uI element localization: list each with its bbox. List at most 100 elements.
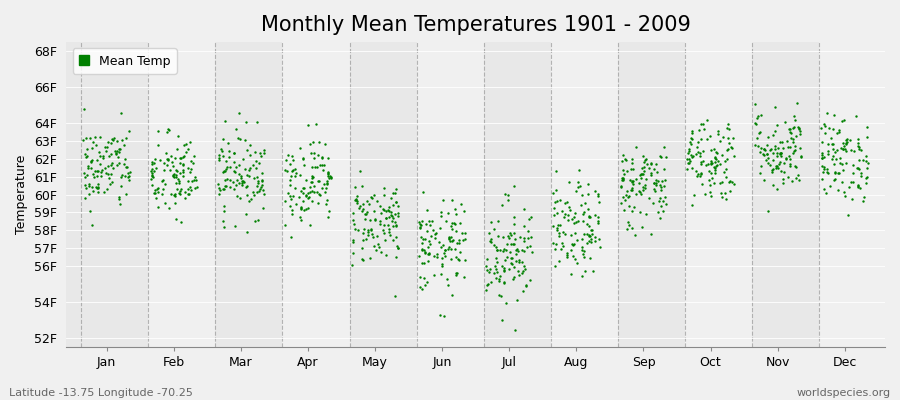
Bar <box>618 42 685 347</box>
Point <box>292 194 306 200</box>
Point <box>616 206 631 213</box>
Point <box>417 275 431 282</box>
Point <box>87 167 102 174</box>
Point <box>120 164 134 171</box>
Point <box>622 222 636 228</box>
Point <box>717 190 732 196</box>
Point <box>826 161 841 167</box>
Point <box>704 169 718 176</box>
Point <box>576 218 590 224</box>
Point <box>364 226 379 232</box>
Point <box>364 231 379 238</box>
Point <box>444 234 458 240</box>
Point <box>814 125 829 131</box>
Point <box>725 144 740 151</box>
Point <box>364 194 378 200</box>
Point <box>306 174 320 180</box>
Text: Latitude -13.75 Longitude -70.25: Latitude -13.75 Longitude -70.25 <box>9 388 193 398</box>
Point <box>217 168 231 174</box>
Point <box>772 158 787 165</box>
Point <box>239 229 254 235</box>
Point <box>392 212 406 219</box>
Point <box>348 197 363 203</box>
Point <box>222 164 237 170</box>
Point <box>716 194 730 201</box>
Point <box>288 185 302 191</box>
Point <box>501 232 516 239</box>
Point <box>218 177 232 183</box>
Point <box>346 239 361 245</box>
Point <box>255 176 269 183</box>
Point <box>717 169 732 175</box>
Point <box>454 200 468 207</box>
Point <box>578 199 592 206</box>
Point <box>642 194 656 201</box>
Point <box>753 149 768 156</box>
Point <box>567 214 581 220</box>
Point <box>703 133 717 140</box>
Point <box>413 224 428 231</box>
Point <box>151 142 166 148</box>
Point <box>445 196 459 203</box>
Point <box>112 148 126 155</box>
Point <box>785 178 799 184</box>
Point <box>757 146 771 152</box>
Point <box>625 178 639 184</box>
Point <box>302 189 317 195</box>
Point <box>176 161 190 167</box>
Point <box>854 146 868 153</box>
Point <box>301 204 315 211</box>
Point <box>616 171 631 177</box>
Point <box>787 123 801 130</box>
Point <box>436 242 451 248</box>
Point <box>840 136 854 142</box>
Point <box>388 218 402 225</box>
Point <box>248 165 263 172</box>
Point <box>358 210 373 217</box>
Point <box>96 153 111 159</box>
Point <box>649 182 663 189</box>
Point <box>769 162 783 169</box>
Point <box>317 181 331 187</box>
Point <box>170 186 184 192</box>
Point <box>830 146 844 153</box>
Point <box>102 175 116 182</box>
Point <box>508 182 522 189</box>
Point <box>85 157 99 164</box>
Point <box>91 168 105 174</box>
Point <box>622 193 636 200</box>
Point <box>497 246 511 252</box>
Point <box>588 188 602 195</box>
Point <box>238 137 253 144</box>
Point <box>578 268 592 275</box>
Point <box>103 181 117 188</box>
Point <box>86 139 100 145</box>
Point <box>504 260 518 266</box>
Point <box>794 152 808 159</box>
Point <box>770 163 784 169</box>
Point <box>770 153 784 159</box>
Point <box>774 149 788 156</box>
Point <box>346 250 360 257</box>
Point <box>421 251 436 258</box>
Point <box>836 189 850 196</box>
Point <box>365 233 380 240</box>
Point <box>846 178 860 185</box>
Bar <box>752 42 819 347</box>
Point <box>254 183 268 190</box>
Point <box>490 259 504 265</box>
Point <box>444 246 458 252</box>
Point <box>95 167 110 174</box>
Point <box>850 140 865 146</box>
Point <box>119 135 133 141</box>
Point <box>558 230 572 237</box>
Point <box>370 233 384 240</box>
Point <box>766 166 780 172</box>
Point <box>547 199 562 205</box>
Point <box>788 133 803 139</box>
Point <box>161 156 176 162</box>
Point <box>310 189 324 195</box>
Point <box>321 170 336 177</box>
Point <box>181 146 195 152</box>
Point <box>689 173 704 179</box>
